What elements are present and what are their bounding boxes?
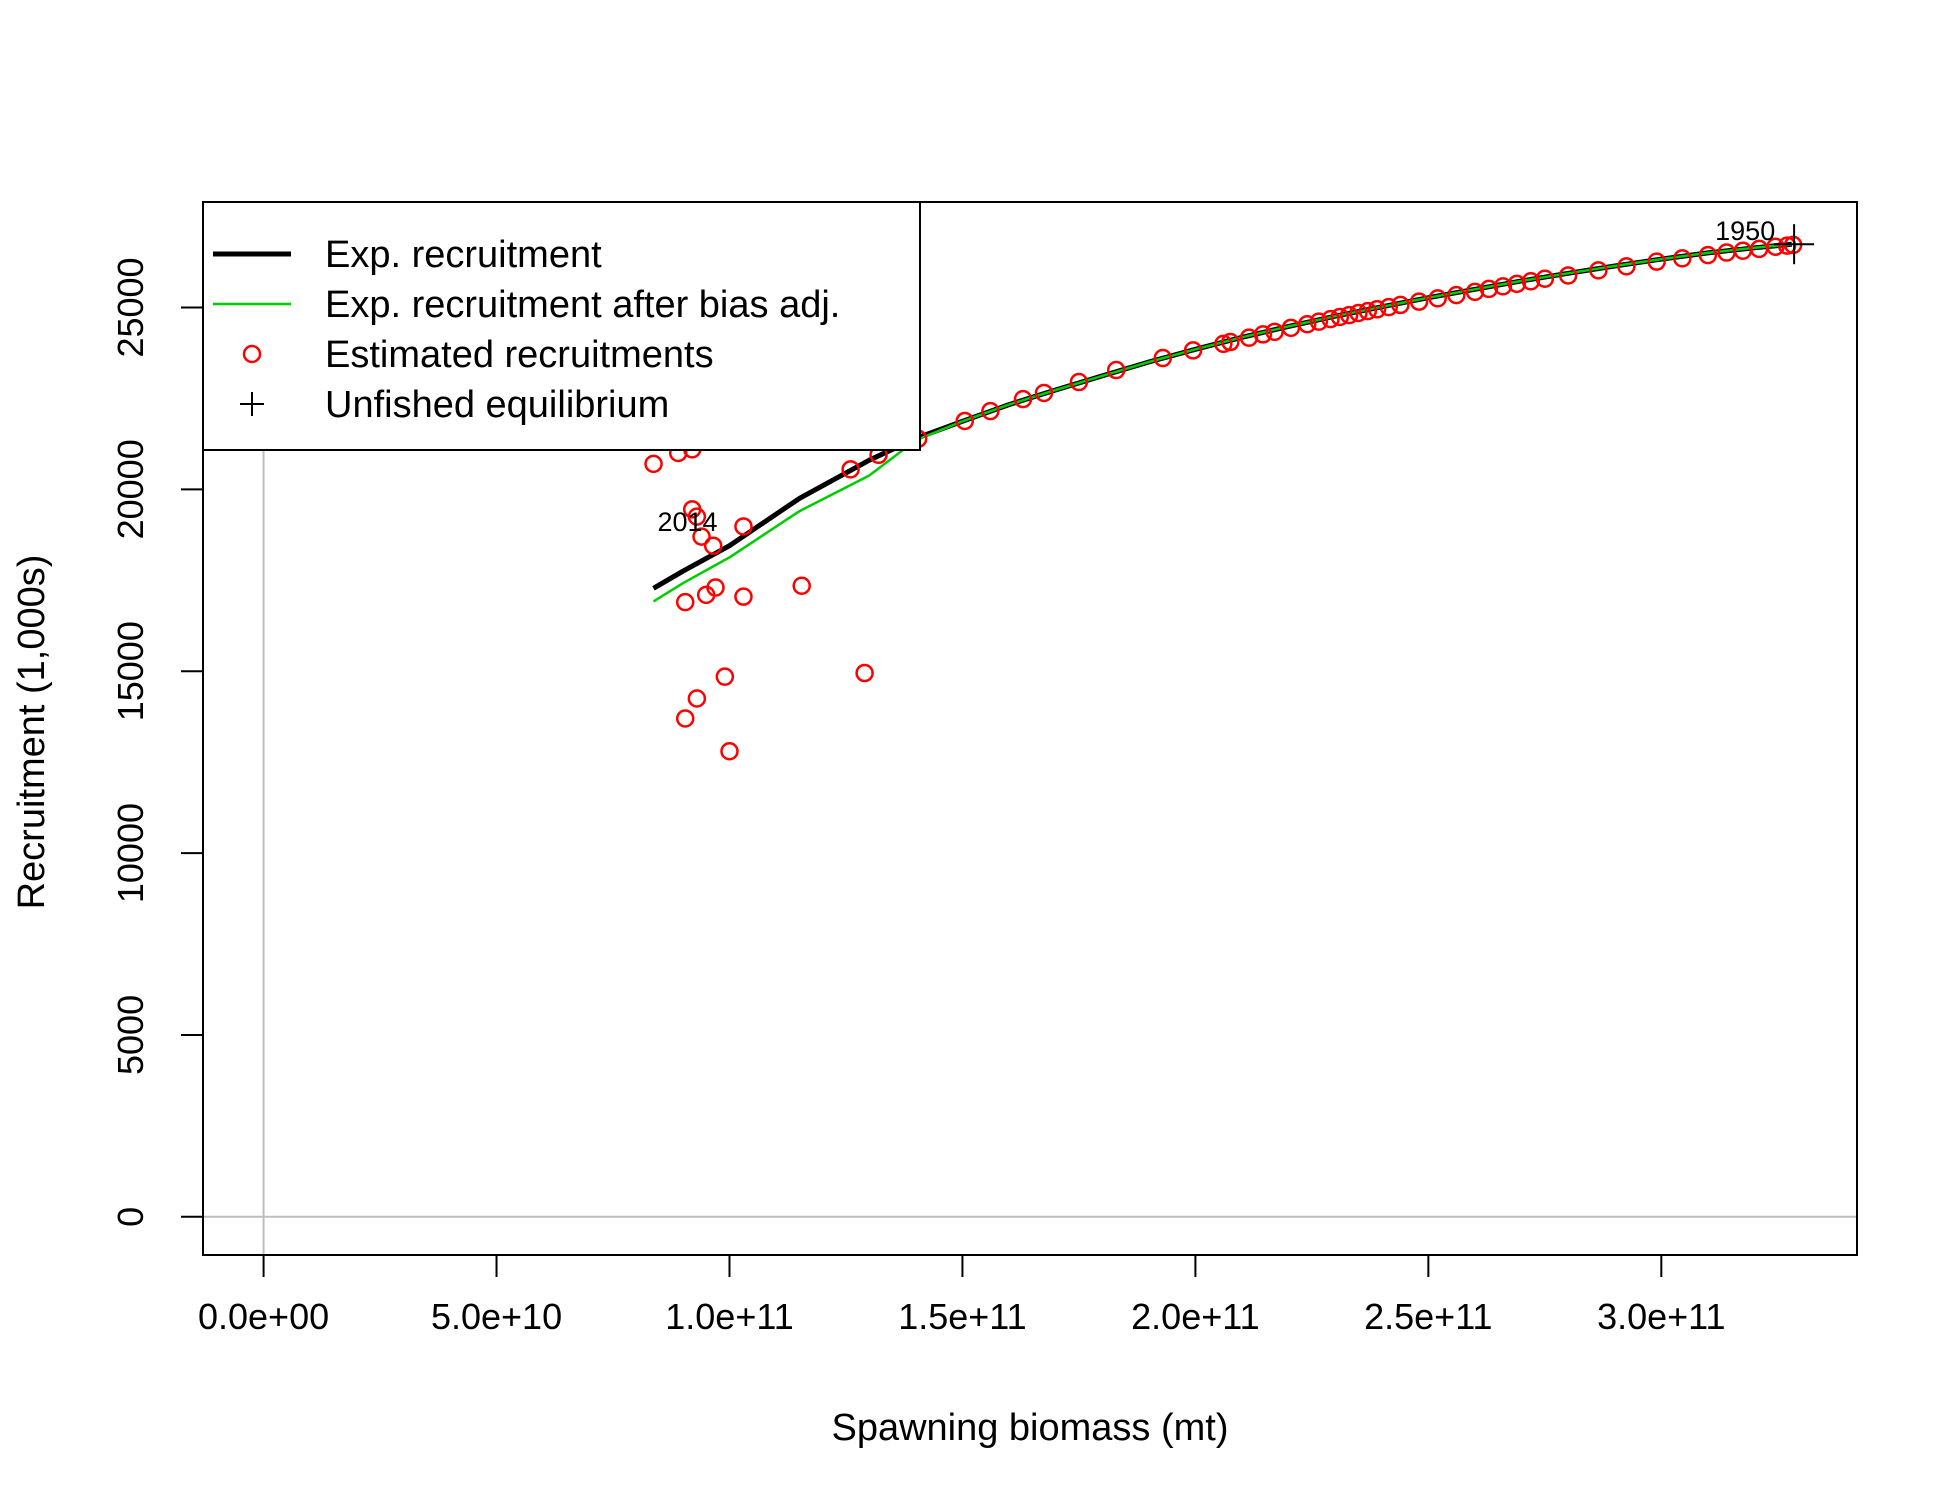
recruitment-point	[1013, 389, 1033, 409]
point-annotations: 1950 2014	[658, 216, 1776, 537]
recruitment-point	[720, 741, 739, 761]
recruitment-point	[675, 592, 695, 612]
legend-entry: Exp. recruitment after bias adj.	[213, 284, 840, 326]
x-axis-label: Spawning biomass (mt)	[831, 1407, 1228, 1449]
x-axis: 0.0e+00 5.0e+10 1.0e+11 1.5e+11 2.0e+11 2.5e+…	[198, 1254, 1726, 1337]
recruitment-point	[715, 667, 735, 686]
recruitment-point	[1617, 257, 1636, 276]
recruitment-point	[1521, 272, 1541, 291]
x-tick-label: 5.0e+10	[431, 1296, 562, 1337]
x-tick-label: 2.5e+11	[1364, 1296, 1492, 1337]
recruitment-point	[1428, 289, 1447, 308]
x-tick-label: 2.0e+11	[1131, 1296, 1259, 1337]
year-annotation: 1950	[1715, 216, 1775, 246]
recruitment-point	[1221, 332, 1240, 352]
legend-circle-swatch	[242, 344, 262, 364]
recruitment-point	[1153, 348, 1173, 368]
recruitment-point	[675, 709, 695, 728]
y-tick-label: 15000	[110, 621, 151, 721]
legend-entry: Exp. recruitment	[213, 234, 602, 276]
year-annotation: 2014	[658, 507, 718, 537]
recruitment-point	[1447, 285, 1466, 305]
recruitment-point	[841, 460, 860, 479]
recruitment-point	[687, 689, 707, 708]
recruitment-point	[1589, 261, 1608, 280]
recruitment-point	[734, 517, 753, 536]
recruitment-point	[1358, 301, 1378, 321]
y-tick-label: 5000	[110, 995, 151, 1075]
recruitment-point	[734, 587, 753, 606]
recruitment-point	[1698, 245, 1718, 265]
y-tick-label: 20000	[110, 439, 151, 539]
recruitment-point	[1321, 309, 1340, 329]
recruitment-point	[687, 507, 707, 526]
recruitment-point	[692, 527, 711, 546]
legend-entry: Unfished equilibrium	[240, 384, 669, 426]
recruitment-point	[1391, 295, 1410, 315]
recruitment-point	[1367, 300, 1387, 319]
data-series	[644, 224, 1815, 761]
recruitment-point	[1265, 322, 1284, 342]
recruitment-point	[1214, 334, 1233, 354]
unfished-equilibrium-marker	[1774, 224, 1815, 265]
recruitment-point	[1558, 266, 1578, 285]
recruitment-point	[1777, 236, 1797, 255]
x-tick-label: 0.0e+00	[198, 1296, 329, 1337]
recruitment-point	[1465, 282, 1485, 302]
y-axis: 0 5000 10000 15000 20000 25000	[110, 257, 204, 1227]
y-tick-label: 25000	[110, 257, 151, 357]
recruitment-point	[1183, 341, 1203, 360]
recruitment-point	[1106, 360, 1126, 380]
recruitment-point	[1069, 372, 1089, 392]
x-tick-label: 3.0e+11	[1597, 1296, 1725, 1337]
recruitment-point	[1647, 252, 1666, 271]
recruitment-point	[1409, 292, 1429, 311]
x-tick-label: 1.0e+11	[665, 1296, 793, 1337]
legend-box	[202, 201, 921, 451]
x-tick-label: 1.5e+11	[898, 1296, 1026, 1337]
recruitment-point	[1379, 297, 1399, 317]
legend-label: Estimated recruitments	[325, 334, 714, 376]
recruitment-point	[1717, 243, 1736, 262]
legend-label: Exp. recruitment	[325, 234, 602, 276]
recruitment-point	[792, 576, 811, 595]
legend: Exp. recruitment Exp. recruitment after b…	[202, 201, 921, 451]
recruitment-point	[955, 411, 975, 431]
y-axis-label: Recruitment (1,000s)	[11, 555, 53, 910]
legend-label: Exp. recruitment after bias adj.	[325, 284, 840, 326]
recruitment-point	[1535, 269, 1555, 288]
recruitment-point	[1339, 305, 1359, 325]
recruitment-point	[1239, 328, 1259, 347]
legend-label: Unfished equilibrium	[325, 384, 669, 426]
recruitment-point	[1309, 312, 1329, 331]
recruitment-point	[855, 663, 874, 683]
legend-entry: Estimated recruitments	[242, 334, 714, 376]
recruitment-point	[1479, 279, 1499, 299]
recruitment-point	[1673, 249, 1692, 268]
recruitment-point	[706, 578, 725, 597]
recruitment-point	[1349, 303, 1368, 323]
recruitment-point	[644, 454, 663, 474]
recruitment-point	[703, 536, 723, 555]
recruitment-point	[981, 401, 1000, 421]
recruitment-point	[1493, 277, 1513, 296]
y-tick-label: 10000	[110, 803, 151, 903]
recruitment-point	[1330, 307, 1350, 327]
recruitment-point	[1507, 274, 1527, 294]
y-tick-label: 0	[110, 1207, 151, 1227]
recruitment-point	[1034, 383, 1054, 403]
